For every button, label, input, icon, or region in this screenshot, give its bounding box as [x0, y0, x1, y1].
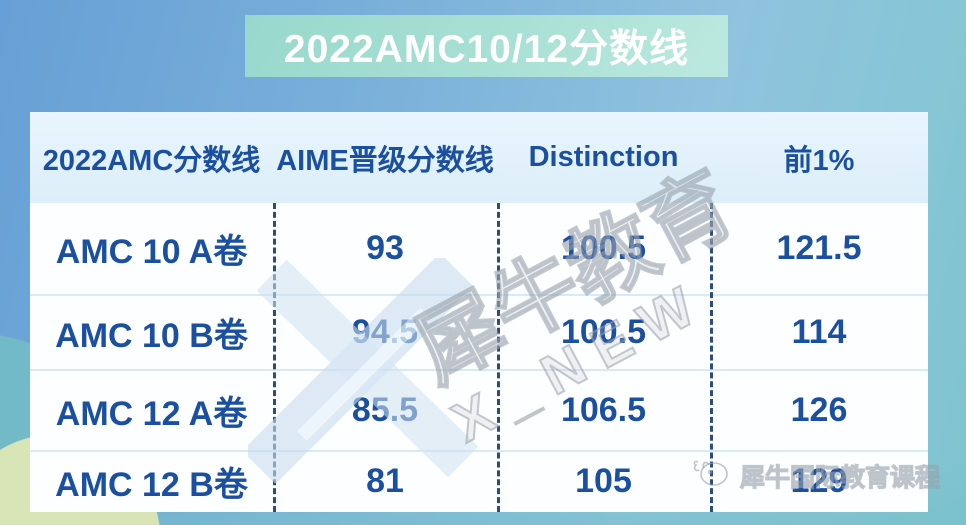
column-header-top1: 前1% — [783, 144, 855, 177]
page-title: 2022AMC10/12分数线 — [283, 28, 690, 71]
cell-top1: 129 — [790, 461, 848, 500]
cell-aime-cutoff: 93 — [366, 229, 404, 267]
cell-exam-name: AMC 10 B卷 — [55, 317, 248, 355]
table-row: AMC 10 B卷 94.5 100.5 114 — [30, 296, 928, 371]
cell-distinction: 105 — [575, 461, 632, 500]
cell-distinction: 100.5 — [560, 313, 647, 351]
cell-exam-name: AMC 12 A卷 — [55, 395, 248, 433]
cell-top1: 121.5 — [776, 229, 862, 267]
cell-distinction: 100.5 — [560, 229, 647, 267]
cell-exam-name: AMC 12 B卷 — [55, 465, 248, 504]
cell-distinction: 106.5 — [560, 391, 647, 429]
column-header-exam: 2022AMC分数线 — [42, 144, 261, 177]
column-header-aime-cutoff: AIME晋级分数线 — [276, 144, 494, 177]
x-logo-watermark-icon — [242, 253, 483, 488]
column-header-distinction: Distinction — [528, 141, 679, 173]
cell-aime-cutoff: 81 — [366, 461, 404, 500]
bottom-right-watermark: 犀牛国际教育课程 — [692, 456, 941, 495]
table-row: AMC 10 A卷 93 100.5 121.5 — [30, 203, 928, 296]
rhino-logo-icon — [692, 456, 734, 495]
cell-top1: 126 — [790, 391, 848, 429]
title-banner: 2022AMC10/12分数线 — [245, 15, 728, 77]
table-row: AMC 12 B卷 81 105 129 — [30, 452, 928, 510]
column-divider — [710, 203, 713, 512]
cell-exam-name: AMC 10 A卷 — [55, 233, 248, 271]
scores-table: 2022AMC分数线 AIME晋级分数线 Distinction 前1% AMC… — [30, 112, 928, 512]
table-header-row: 2022AMC分数线 AIME晋级分数线 Distinction 前1% — [30, 112, 928, 203]
column-divider — [273, 203, 276, 512]
cell-top1: 114 — [791, 313, 847, 351]
table-body: AMC 10 A卷 93 100.5 121.5 AMC 10 B卷 94.5 … — [30, 203, 928, 512]
column-divider — [497, 203, 500, 512]
bottom-right-watermark-text: 犀牛国际教育课程 — [739, 463, 941, 492]
